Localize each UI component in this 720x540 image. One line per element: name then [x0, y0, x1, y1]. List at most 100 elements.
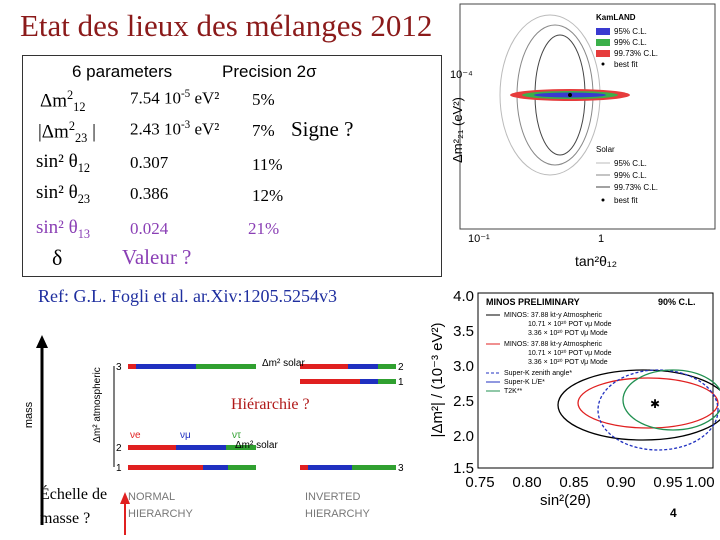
mass-label: mass — [23, 401, 35, 428]
best-fit: ✱ — [650, 397, 660, 411]
hierarchy-question: Hiérarchie ? — [231, 396, 310, 413]
t: 10.71 × 10²⁰ POT νμ Mode — [528, 349, 612, 357]
atm-label: Δm² atmospheric — [92, 367, 103, 443]
t: eV² — [190, 88, 220, 108]
t: 0.90 — [606, 474, 635, 491]
t: 10.71 × 10²⁰ POT νμ Mode — [528, 320, 612, 328]
arrow — [36, 335, 48, 348]
precision: 12% — [252, 186, 284, 205]
precision: 7% — [252, 121, 275, 140]
x-tick: 10⁻¹ — [468, 233, 490, 245]
t: 1 — [116, 463, 122, 474]
t: 99% C.L. — [614, 38, 647, 47]
x-tick: 1 — [598, 233, 604, 245]
captions: NORMAL HIERARCHY INVERTED HIERARCHY — [128, 491, 370, 520]
t: 95% C.L. — [614, 27, 647, 36]
t: 23 — [77, 191, 91, 206]
t: INVERTED — [305, 491, 360, 503]
frame — [477, 292, 714, 469]
t: 2 — [116, 443, 122, 454]
page-number: 4 — [670, 506, 677, 520]
frame — [459, 3, 716, 230]
title: Etat des lieux des mélanges 2012 — [20, 8, 433, 43]
legend: KamLAND 95% C.L. 99% C.L. 99.73% C.L. be… — [596, 13, 658, 205]
header: Precision 2σ — [222, 62, 317, 81]
t: Super-K L/E* — [504, 379, 545, 386]
t: -3 — [181, 119, 191, 131]
t: best fit — [614, 196, 638, 205]
minos-plot: ✱ MINOS PRELIMINARY 90% C.L. MINOS: 37.8… — [429, 288, 720, 509]
t: 0.75 — [465, 474, 494, 491]
t: 3.5 — [453, 323, 474, 340]
level-numbers: 3 2 1 2 1 3 — [116, 362, 404, 474]
t: Δm — [40, 90, 67, 112]
x-ticks: 0.75 0.80 0.85 0.90 0.95 1.00 — [465, 474, 714, 491]
t: 0.85 — [559, 474, 588, 491]
t: 3.0 — [453, 358, 474, 375]
solar-label: Δm² solar — [262, 358, 305, 369]
t: NORMAL — [128, 491, 175, 503]
t: 90% C.L. — [658, 297, 696, 307]
t: eV² — [190, 119, 220, 139]
t: 0.95 — [653, 474, 682, 491]
kamland-plot: KamLAND 95% C.L. 99% C.L. 99.73% C.L. be… — [450, 3, 716, 269]
t: MINOS: 37.88 kt-y Atmospheric — [504, 341, 603, 348]
flavours: νe νμ ντ — [130, 430, 241, 441]
value: 7.54 10-5 eV² — [130, 88, 219, 109]
t: MINOS PRELIMINARY — [486, 297, 580, 307]
t: 13 — [77, 226, 91, 241]
t: sin² θ — [36, 217, 78, 238]
normal-levels — [128, 364, 256, 470]
value: 0.307 — [130, 153, 169, 172]
t: νμ — [180, 430, 191, 441]
precision: 11% — [252, 155, 283, 174]
table-box — [22, 55, 442, 277]
param: Δm212 — [40, 88, 86, 115]
param: sin² θ13 — [36, 217, 90, 242]
t: 1.00 — [685, 474, 714, 491]
header: 6 parameters — [72, 62, 173, 81]
t: 2.5 — [453, 393, 474, 410]
t: sin² θ — [36, 151, 78, 172]
t: best fit — [614, 60, 638, 69]
t: 3 — [398, 463, 404, 474]
note: Signe ? — [291, 117, 354, 141]
t: 3.36 × 10²⁰ POT ν̄μ Mode — [528, 329, 608, 337]
t: 95% C.L. — [614, 159, 647, 168]
t: MINOS: 37.88 kt-y Atmospheric — [504, 312, 603, 319]
t: Solar — [596, 145, 615, 154]
t: 23 — [74, 131, 88, 146]
t: Super-K zenith angle* — [504, 370, 572, 377]
t: 3.36 × 10²⁰ POT ν̄μ Mode — [528, 358, 608, 366]
hierarchy-diagram: mass Δm² atmospheric 3 2 1 2 1 3 Δm² sol… — [23, 335, 404, 535]
t: HIERARCHY — [305, 508, 370, 520]
t: νe — [130, 430, 141, 441]
precision: 21% — [248, 219, 280, 238]
value: 0.386 — [130, 184, 169, 203]
param: δ — [52, 245, 63, 270]
t: sin² θ — [36, 182, 78, 203]
t: 99.73% C.L. — [614, 49, 658, 58]
t: |Δm — [38, 121, 69, 143]
t: 2 — [67, 88, 74, 102]
t: -5 — [181, 88, 191, 100]
precision: 5% — [252, 90, 275, 109]
legend: MINOS PRELIMINARY 90% C.L. MINOS: 37.88 … — [486, 297, 696, 395]
contours — [557, 369, 720, 451]
y-tick: 10⁻⁴ — [450, 69, 473, 81]
t: 1 — [398, 377, 404, 388]
red-arrow-head — [120, 492, 130, 504]
y-label: Δm²₂₁ (eV²) — [450, 97, 465, 163]
reference: Ref: G.L. Fogli et al. ar.Xiv:1205.5254v… — [38, 286, 337, 306]
y-ticks: 4.0 3.5 3.0 2.5 2.0 1.5 — [453, 288, 474, 477]
t: KamLAND — [596, 13, 636, 22]
t: 1.5 — [453, 460, 474, 477]
x-label: tan²θ₁₂ — [575, 253, 617, 269]
param: sin² θ12 — [36, 151, 90, 176]
y-label: |Δm²| / (10⁻³ eV²) — [429, 323, 446, 438]
t: ντ — [232, 430, 241, 441]
scale-question: Échelle de — [40, 486, 108, 503]
t: T2K** — [504, 388, 523, 395]
t: 99.73% C.L. — [614, 183, 658, 192]
value: 0.024 — [130, 219, 169, 238]
